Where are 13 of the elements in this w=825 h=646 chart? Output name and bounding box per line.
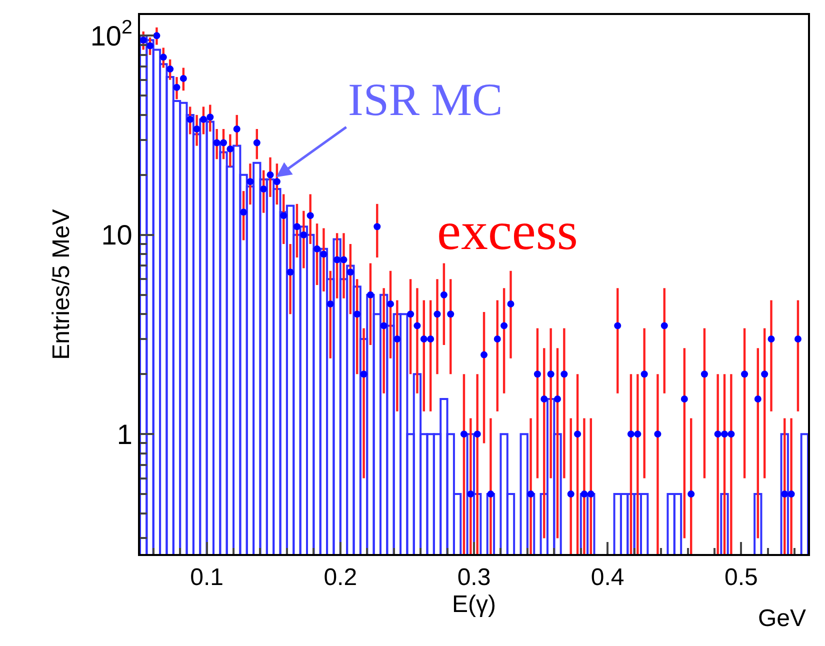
text: GeV xyxy=(758,605,806,632)
y-tick-label: 1 xyxy=(116,418,132,450)
x-tick-label: 0.1 xyxy=(190,564,224,591)
x-tick-label: 0.5 xyxy=(724,564,758,591)
y-tick-label: 10$^{2}$ xyxy=(90,16,132,52)
x-tick-label: 0.3 xyxy=(457,564,491,591)
x-tick-label: 0.4 xyxy=(590,564,624,591)
annotation: excess xyxy=(437,201,578,261)
annotation: ISR MC xyxy=(348,74,503,125)
y-axis-title: Entries/5 MeV xyxy=(48,209,75,360)
y-tick-label: 10 xyxy=(101,220,132,251)
x-tick-label: 0.2 xyxy=(324,564,358,591)
x-axis-title: E(γ) xyxy=(452,590,496,618)
